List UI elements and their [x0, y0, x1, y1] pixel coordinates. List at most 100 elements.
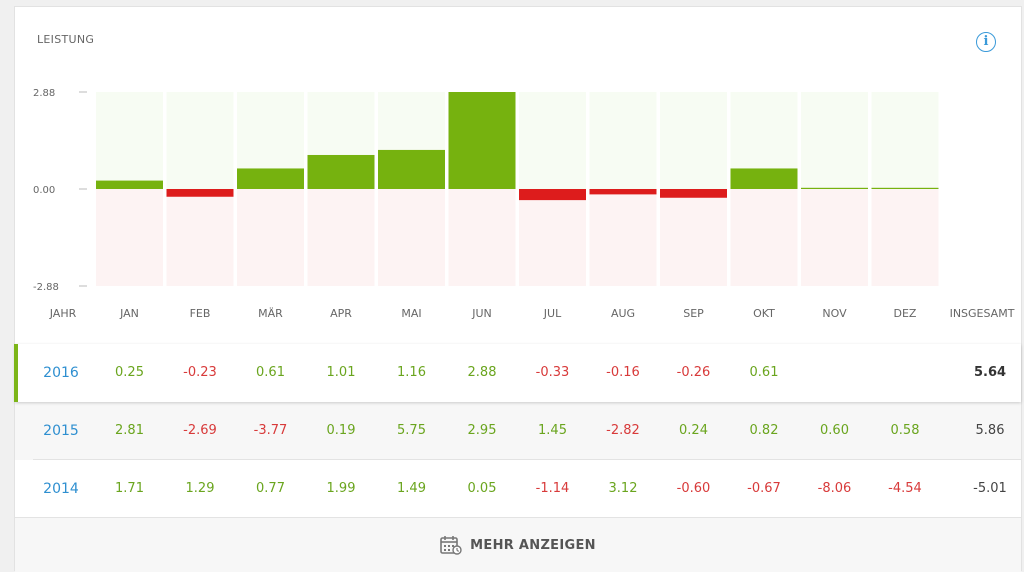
row-month-value: -0.67 — [747, 481, 781, 496]
row-month-value: 0.60 — [820, 423, 849, 438]
chart-column-bg-negative — [378, 189, 445, 286]
chart-bar[interactable] — [519, 189, 586, 201]
chart-column-bg-positive — [660, 92, 727, 189]
table-row[interactable]: 2014 1.71 1.29 0.77 1.99 1.49 0.05 -1.14 3.12 -0.… — [15, 460, 1021, 518]
y-tick-label: 2.88 — [33, 88, 55, 99]
header-month: APR — [330, 307, 352, 320]
header-month: FEB — [189, 307, 211, 320]
chart-column-bg-negative — [166, 189, 234, 286]
chart-bar[interactable] — [378, 149, 445, 189]
chart-column-bg-positive — [801, 92, 868, 189]
row-year: 2014 — [43, 481, 79, 497]
row-month-value: -3.77 — [253, 423, 288, 438]
row-month-value: 5.75 — [397, 423, 426, 438]
y-tick-label: 0.00 — [33, 185, 55, 196]
header-total: INSGESAMT — [949, 307, 1015, 320]
row-month-value: 1.45 — [538, 423, 567, 438]
header-month: MÄR — [258, 307, 283, 320]
row-month-value: 1.01 — [326, 365, 356, 380]
row-month-value: 0.24 — [679, 423, 708, 438]
header-month: AUG — [610, 307, 636, 320]
chart-column-bg-negative — [660, 189, 727, 286]
row-total: -5.01 — [973, 481, 1007, 496]
widget-title: LEISTUNG — [37, 33, 95, 46]
chart-column-bg-positive — [166, 92, 234, 189]
chart-column-bg-positive — [96, 92, 163, 189]
row-month-value: 3.12 — [608, 481, 638, 496]
chart-bar[interactable] — [448, 92, 516, 189]
chart-column-bg-negative — [589, 189, 657, 286]
chart-column-bg-positive — [589, 92, 657, 189]
header-month: SEP — [683, 307, 704, 320]
chart-column-bg-positive — [871, 92, 939, 189]
chart-bar[interactable] — [307, 154, 375, 189]
row-month-value: -2.82 — [606, 423, 640, 438]
row-month-value: -0.23 — [183, 365, 217, 380]
chart-bar[interactable] — [871, 187, 939, 189]
performance-card: LEISTUNG i 2.88 0.00 -2.88 JAHR JAN FEB MÄR AP… — [14, 6, 1022, 572]
chart-column-bg-negative — [801, 189, 868, 286]
chart-bar[interactable] — [589, 189, 657, 195]
table-row[interactable]: 2016 0.25 -0.23 0.61 1.01 1.16 2.88 -0.33 -0.16 -… — [14, 344, 1021, 402]
chart-column-bg-negative — [519, 189, 586, 286]
row-month-value: -0.16 — [606, 365, 640, 380]
row-month-value: 0.58 — [890, 423, 920, 438]
row-month-value: 1.16 — [397, 365, 426, 380]
header-month: JUN — [472, 307, 492, 320]
row-month-value: 0.05 — [467, 481, 497, 496]
chart-column-bg-negative — [96, 189, 163, 286]
row-month-value: -4.54 — [888, 481, 922, 496]
header-year: JAHR — [49, 307, 77, 320]
header-month: JUL — [543, 307, 562, 320]
header-month: JAN — [120, 307, 139, 320]
row-month-value: -8.06 — [817, 481, 852, 496]
chart-column-bg-negative — [730, 189, 798, 286]
month-header-row: JAHR JAN FEB MÄR APR MAI JUN JUL AUG SEP OKT NOV DEZ… — [15, 307, 1021, 327]
active-row-indicator — [14, 344, 18, 402]
performance-chart: 2.88 0.00 -2.88 — [33, 88, 939, 293]
chart-column-bg-positive — [519, 92, 586, 189]
row-month-value: 0.61 — [749, 365, 779, 380]
row-month-value: 0.77 — [256, 481, 285, 496]
row-month-value: 1.49 — [397, 481, 426, 496]
row-month-value: -2.69 — [183, 423, 217, 438]
row-total: 5.64 — [973, 365, 1007, 380]
chart-column-bg-negative — [307, 189, 375, 286]
y-tick-label: -2.88 — [33, 282, 59, 293]
row-month-value: -0.33 — [535, 365, 570, 380]
row-month-value: -0.60 — [676, 481, 711, 496]
row-month-value: 2.88 — [467, 365, 497, 380]
row-month-value: 2.81 — [115, 423, 144, 438]
row-total: 5.86 — [975, 423, 1005, 438]
chart-bar[interactable] — [96, 180, 163, 189]
header-month: NOV — [822, 307, 847, 320]
chart-bar[interactable] — [730, 168, 798, 189]
info-icon[interactable]: i — [976, 32, 996, 52]
show-more-label: MEHR ANZEIGEN — [470, 537, 596, 553]
row-month-value: -1.14 — [535, 481, 570, 496]
header-month: MAI — [401, 307, 422, 320]
calendar-icon — [440, 536, 462, 555]
header-month: OKT — [753, 307, 775, 320]
row-month-value: 0.82 — [749, 423, 779, 438]
chart-column-bg-negative — [237, 189, 304, 286]
chart-bar[interactable] — [237, 168, 304, 189]
row-month-value: 1.71 — [115, 481, 144, 496]
chart-bar[interactable] — [166, 189, 234, 197]
chart-column-bg-negative — [871, 189, 939, 286]
table-row[interactable]: 2015 2.81 -2.69 -3.77 0.19 5.75 2.95 1.45 -2.82 0… — [15, 402, 1021, 460]
row-month-value: 2.95 — [467, 423, 497, 438]
chart-column-bg-negative — [448, 189, 516, 286]
chart-bar[interactable] — [801, 187, 868, 189]
row-month-value: -0.26 — [676, 365, 711, 380]
row-month-value: 0.19 — [326, 423, 356, 438]
row-year: 2015 — [43, 423, 79, 439]
row-month-value: 0.61 — [256, 365, 285, 380]
row-month-value: 1.99 — [326, 481, 356, 496]
header-month: DEZ — [893, 307, 917, 320]
show-more-button[interactable]: MEHR ANZEIGEN — [15, 517, 1021, 572]
row-month-value: 1.29 — [185, 481, 215, 496]
chart-bar[interactable] — [660, 189, 727, 198]
row-month-value: 0.25 — [115, 365, 144, 380]
row-year: 2016 — [43, 365, 79, 381]
